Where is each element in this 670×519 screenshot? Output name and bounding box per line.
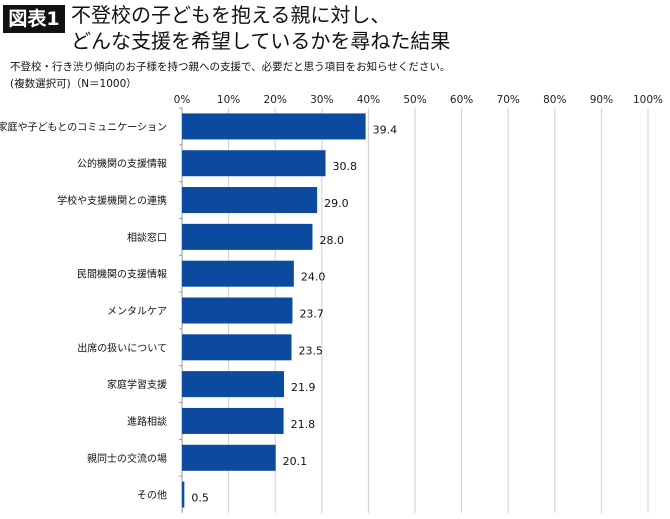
bar	[182, 187, 318, 214]
data-label: 24.0	[301, 271, 326, 284]
category-label: メンタルケア	[107, 306, 167, 318]
category-label: 親同士の交流の場	[87, 452, 167, 465]
x-tick-label: 60%	[450, 94, 473, 106]
data-label: 20.1	[283, 455, 308, 468]
category-label: その他	[137, 489, 167, 502]
chart-title: 不登校の子どもを抱える親に対し、 どんな支援を希望しているかを尋ねた結果	[71, 2, 450, 54]
bar	[182, 297, 293, 324]
figure-label: 図表1	[3, 5, 65, 33]
bar	[182, 334, 292, 361]
bar	[182, 260, 294, 287]
category-label: 学校や支援機関との連携	[57, 194, 167, 207]
category-label: 進路相談	[127, 415, 167, 428]
bar	[182, 371, 285, 398]
subtitle: 不登校・行き渋り傾向のお子様を持つ親への支援で、必要だと思う項目をお知らせくださ…	[10, 61, 451, 73]
bar	[182, 481, 185, 508]
x-tick-label: 0%	[174, 94, 191, 106]
data-label: 28.0	[319, 234, 344, 247]
bar	[182, 407, 284, 434]
x-tick-label: 100%	[633, 94, 663, 106]
title-line: 不登校の子どもを抱える親に対し、	[71, 3, 391, 27]
x-tick-label: 80%	[543, 94, 566, 106]
bar	[182, 444, 276, 471]
category-label: 出席の扱いについて	[77, 341, 167, 354]
data-label: 0.5	[191, 492, 209, 505]
data-label: 29.0	[324, 197, 349, 210]
category-label: 相談窓口	[127, 231, 167, 244]
bar	[182, 150, 326, 177]
data-label: 23.5	[299, 344, 324, 357]
x-tick-label: 70%	[497, 94, 520, 106]
bar	[182, 113, 366, 140]
data-label: 39.4	[373, 123, 398, 136]
bar	[182, 223, 313, 250]
x-tick-label: 90%	[590, 94, 613, 106]
subtitle-note: (複数選択可)（N＝1000）	[10, 78, 137, 90]
x-tick-label: 10%	[217, 94, 240, 106]
x-tick-label: 50%	[403, 94, 426, 106]
category-label: 家庭学習支援	[107, 378, 167, 391]
data-label: 30.8	[333, 160, 358, 173]
data-label: 21.8	[291, 418, 316, 431]
x-tick-label: 20%	[264, 94, 287, 106]
category-label: 家庭や子どもとのコミュニケーション	[0, 120, 167, 133]
x-tick-label: 40%	[357, 94, 380, 106]
title-line: どんな支援を希望しているかを尋ねた結果	[71, 29, 451, 53]
x-tick-label: 30%	[310, 94, 333, 106]
data-label: 21.9	[291, 381, 316, 394]
data-label: 23.7	[299, 308, 324, 321]
category-label: 民間機関の支援情報	[77, 268, 167, 281]
category-label: 公的機関の支援情報	[77, 157, 167, 170]
